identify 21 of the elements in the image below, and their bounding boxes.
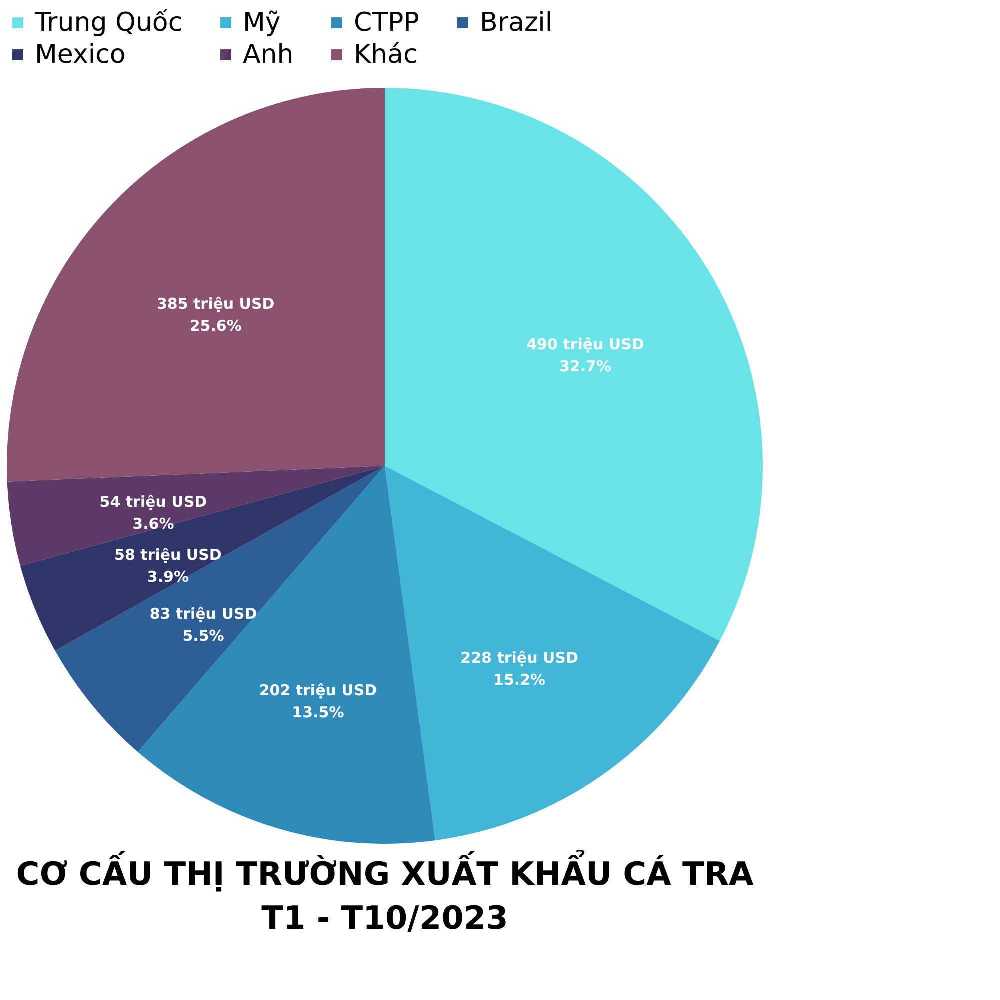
pie-slice	[55, 466, 385, 752]
data-label: 385 triệu USD 25.6%	[156, 294, 275, 335]
pie-slice	[7, 88, 385, 482]
data-label: 202 triệu USD 13.5%	[259, 682, 378, 722]
legend-label: CTPP	[354, 8, 420, 38]
data-label: 58 triệu USD 3.9%	[114, 546, 222, 586]
legend-label: Mỹ	[243, 8, 281, 38]
legend-label: Trung Quốc	[34, 8, 183, 38]
pie-slice	[20, 466, 385, 651]
data-label: 490 triệu USD 32.7%	[526, 336, 644, 376]
pie-slice	[7, 466, 385, 566]
legend-label: Anh	[243, 40, 294, 70]
data-label: 83 triệu USD 5.5%	[150, 605, 258, 646]
pie-slice	[385, 466, 720, 841]
data-label: 228 triệu USD 15.2%	[460, 648, 578, 689]
legend-label: Brazil	[480, 8, 553, 38]
legend-label: Khác	[354, 40, 418, 70]
pie-slice	[385, 88, 763, 642]
legend-label: Mexico	[35, 40, 126, 70]
text: CƠ CẤU THỊ TRƯỜNG XUẤT KHẨU CÁ TRA T1 - T10/2023	[16, 850, 754, 937]
data-label: 54 triệu USD 3.6%	[100, 493, 208, 534]
